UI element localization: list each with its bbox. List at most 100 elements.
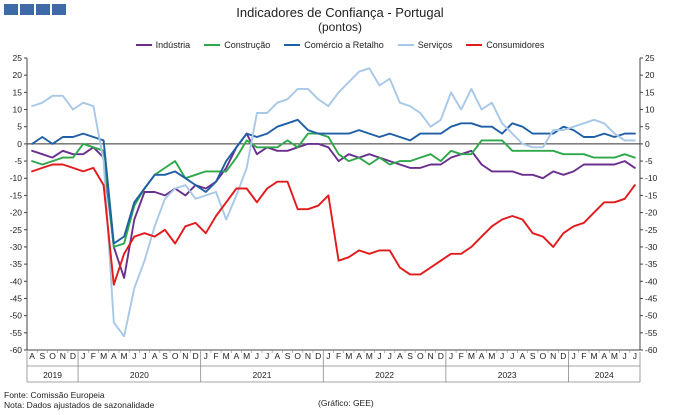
month-label: D <box>70 351 76 361</box>
month-label: M <box>345 351 352 361</box>
y-tick-label-left: -25 <box>10 225 23 235</box>
month-label: M <box>366 351 373 361</box>
y-tick-label-right: 15 <box>645 87 655 97</box>
y-tick-label-left: -50 <box>10 311 23 321</box>
legend-label: Indústria <box>155 40 191 50</box>
year-label: 2019 <box>43 370 62 380</box>
y-tick-label-right: 25 <box>645 53 655 63</box>
y-tick-label-left: -5 <box>14 156 22 166</box>
month-label: J <box>623 351 627 361</box>
gee-logo <box>4 4 66 15</box>
month-label: J <box>204 351 208 361</box>
y-tick-label-left: -40 <box>10 276 23 286</box>
month-label: A <box>274 351 280 361</box>
year-label: 2024 <box>595 370 614 380</box>
month-label: F <box>91 351 96 361</box>
month-label: S <box>162 351 168 361</box>
y-tick-label-left: -10 <box>10 173 23 183</box>
month-label: D <box>438 351 444 361</box>
month-label: S <box>407 351 413 361</box>
month-label: N <box>305 351 311 361</box>
chart-subtitle: (pontos) <box>317 20 363 34</box>
year-label: 2020 <box>130 370 149 380</box>
legend-entry: Indústria <box>135 40 191 50</box>
legend-entry: Construção <box>204 40 270 50</box>
y-tick-label-left: -55 <box>10 328 23 338</box>
month-label: O <box>294 351 301 361</box>
month-label: J <box>377 351 381 361</box>
month-label: M <box>100 351 107 361</box>
month-label: M <box>611 351 618 361</box>
y-tick-label-right: -45 <box>645 293 658 303</box>
legend-entry: Consumidores <box>466 40 544 50</box>
month-label: D <box>315 351 321 361</box>
month-label: O <box>172 351 179 361</box>
month-label: J <box>255 351 259 361</box>
month-label: F <box>213 351 218 361</box>
month-label: N <box>60 351 66 361</box>
month-label: A <box>520 351 526 361</box>
legend-swatch <box>284 44 301 46</box>
month-label: M <box>121 351 128 361</box>
y-tick-label-left: -45 <box>10 293 23 303</box>
logo-block <box>4 4 18 15</box>
legend-entry: Serviços <box>397 40 453 50</box>
legend-label: Consumidores <box>486 40 545 50</box>
month-label: N <box>550 351 556 361</box>
month-label: J <box>81 351 85 361</box>
y-tick-label-right: -10 <box>645 173 658 183</box>
month-label: M <box>243 351 250 361</box>
series-line-construcao <box>31 132 636 248</box>
y-tick-label-right: 20 <box>645 70 655 80</box>
month-label: S <box>530 351 536 361</box>
month-label: O <box>417 351 424 361</box>
month-label: J <box>500 351 504 361</box>
month-label: F <box>459 351 464 361</box>
legend-label: Serviços <box>417 40 453 50</box>
month-label: J <box>265 351 269 361</box>
month-label: N <box>182 351 188 361</box>
y-tick-label-right: -40 <box>645 276 658 286</box>
y-tick-label-left: 10 <box>13 105 23 115</box>
y-tick-label-left: -35 <box>10 259 23 269</box>
month-label: M <box>590 351 597 361</box>
y-tick-label-left: -20 <box>10 208 23 218</box>
y-tick-label-left: -60 <box>10 345 23 355</box>
legend-swatch <box>135 44 152 46</box>
legend-label: Comércio a Retalho <box>304 40 384 50</box>
month-label: N <box>427 351 433 361</box>
year-label: 2022 <box>375 370 394 380</box>
series-line-comercio-a-retalho <box>31 118 636 245</box>
y-tick-label-right: -30 <box>645 242 658 252</box>
month-label: O <box>540 351 547 361</box>
legend-swatch <box>466 44 483 46</box>
month-label: F <box>581 351 586 361</box>
month-label: M <box>468 351 475 361</box>
source-note: Fonte: Comissão Europeia <box>4 390 105 400</box>
y-tick-label-left: -15 <box>10 190 23 200</box>
y-tick-label-left: -30 <box>10 242 23 252</box>
chart-title: Indicadores de Confiança - Portugal <box>236 5 444 20</box>
month-label: J <box>326 351 330 361</box>
year-label: 2023 <box>498 370 517 380</box>
month-label: A <box>397 351 403 361</box>
month-label: J <box>388 351 392 361</box>
month-label: A <box>152 351 158 361</box>
logo-block <box>36 4 50 15</box>
month-label: D <box>560 351 566 361</box>
y-tick-label-right: 10 <box>645 105 655 115</box>
month-label: M <box>488 351 495 361</box>
y-tick-label-left: 15 <box>13 87 23 97</box>
month-label: S <box>285 351 291 361</box>
legend-swatch <box>397 44 414 46</box>
series-line-consumidores <box>31 163 636 286</box>
legend-label: Construção <box>224 40 271 50</box>
y-tick-label-left: 0 <box>17 139 22 149</box>
y-tick-label-right: -35 <box>645 259 658 269</box>
month-label: O <box>49 351 56 361</box>
month-label: A <box>356 351 362 361</box>
series-line-industria <box>31 132 636 279</box>
month-label: M <box>223 351 230 361</box>
y-tick-label-left: 25 <box>13 53 23 63</box>
